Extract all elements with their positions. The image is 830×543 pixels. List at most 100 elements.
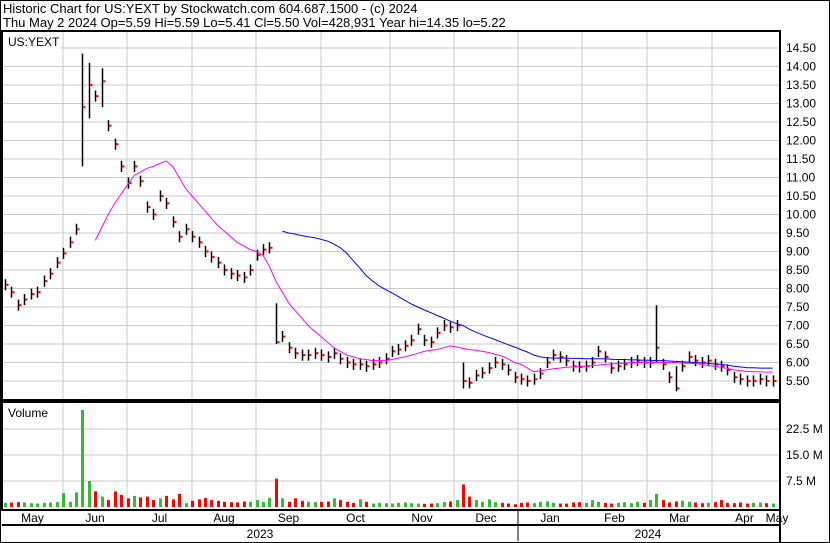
ohlc-bar [578, 361, 583, 373]
price-tick-label: 8.50 [786, 263, 810, 277]
ohlc-bar [69, 236, 74, 248]
volume-bar [688, 501, 691, 507]
volume-bar [526, 502, 529, 507]
bar-close-tick [200, 241, 203, 244]
ohlc-bar [268, 242, 273, 254]
month-tick-label: May [766, 511, 789, 525]
volume-bar [107, 500, 110, 507]
month-tick-label: May [21, 511, 44, 525]
month-tick-label: Jul [152, 511, 167, 525]
ohlc-bar [494, 356, 499, 369]
volume-bar [152, 500, 155, 507]
ohlc-bar [217, 257, 222, 269]
bar-close-tick [19, 304, 22, 307]
bar-close-tick [51, 272, 54, 275]
volume-bar [178, 493, 181, 507]
volume-bar [707, 502, 710, 507]
volume-bar [726, 502, 729, 507]
bar-close-tick [554, 354, 557, 357]
ohlc-bar [597, 345, 602, 357]
volume-tick-label: 15.0 M [786, 448, 823, 462]
ohlc-bar [191, 231, 196, 243]
volume-bar [430, 503, 433, 507]
bar-close-tick [509, 368, 512, 371]
volume-bar [501, 502, 504, 507]
bar-close-tick [135, 165, 138, 168]
bar-close-tick [619, 365, 622, 368]
month-tick-label: Mar [669, 511, 690, 525]
ohlc-bar [501, 358, 506, 370]
volume-bar [597, 501, 600, 507]
ohlc-bar [327, 351, 332, 363]
ohlc-bar [688, 351, 693, 363]
volume-bar [585, 502, 588, 507]
price-tick-label: 9.00 [786, 245, 810, 259]
bar-close-tick [432, 341, 435, 344]
bar-close-tick [161, 195, 164, 197]
bar-close-tick [141, 180, 144, 183]
volume-bar [765, 503, 768, 507]
price-tick-label: 5.50 [786, 374, 810, 388]
ohlc-bar [43, 275, 48, 287]
bar-close-tick [677, 387, 680, 390]
bar-close-tick [490, 367, 493, 370]
volume-bar [243, 501, 246, 507]
volume-bar [443, 502, 446, 507]
ohlc-bar [546, 356, 551, 369]
volume-bar [739, 502, 742, 507]
ohlc-bar [159, 190, 164, 202]
bar-close-tick [741, 378, 744, 381]
volume-bar [301, 500, 304, 507]
bar-close-tick [754, 380, 757, 382]
volume-bar [675, 501, 678, 507]
ohlc-bar [359, 358, 364, 370]
price-grid [2, 31, 780, 400]
bar-close-tick [496, 361, 499, 364]
volume-bar [694, 502, 697, 507]
ohlc-bar [694, 355, 699, 367]
bar-close-tick [283, 335, 286, 338]
bar-close-tick [516, 376, 519, 379]
volume-bar [359, 499, 362, 507]
ohlc-bar [352, 358, 357, 370]
ohlc-bar [378, 356, 383, 369]
price-tick-label: 11.00 [786, 171, 815, 185]
bar-close-tick [451, 326, 454, 329]
bar-close-tick [329, 355, 332, 358]
ohlc-bar [397, 344, 402, 356]
price-bars [4, 53, 777, 392]
month-tick-label: Oct [346, 511, 365, 525]
volume-bar [720, 500, 723, 507]
price-tick-label: 9.50 [786, 226, 810, 240]
ohlc-bar [481, 367, 486, 379]
volume-bar [488, 499, 491, 507]
bar-close-tick [612, 367, 615, 370]
year-label-2024: 2024 [635, 527, 662, 541]
volume-grid [2, 402, 780, 510]
volume-bar [256, 500, 259, 507]
ohlc-bar [417, 323, 422, 335]
ohlc-bar [288, 342, 293, 354]
month-tick-label: Nov [411, 511, 432, 525]
bar-close-tick [174, 220, 177, 223]
bar-close-tick [445, 324, 448, 327]
volume-bar [30, 503, 33, 507]
volume-bar [120, 494, 123, 507]
bar-close-tick [303, 354, 306, 357]
ohlc-bar [507, 364, 512, 376]
price-tick-label: 12.00 [786, 134, 816, 148]
bar-close-tick [83, 106, 86, 109]
ohlc-bar [475, 369, 480, 381]
volume-bar [210, 500, 213, 507]
volume-bar [733, 503, 736, 507]
ohlc-bar [17, 299, 22, 311]
bar-close-tick [567, 359, 570, 362]
ohlc-bar [75, 223, 80, 235]
month-tick-label: Dec [475, 511, 496, 525]
volume-bar [714, 502, 717, 507]
ohlc-bar [307, 349, 312, 361]
price-tick-label: 7.50 [786, 300, 810, 314]
volume-bar [468, 496, 471, 507]
